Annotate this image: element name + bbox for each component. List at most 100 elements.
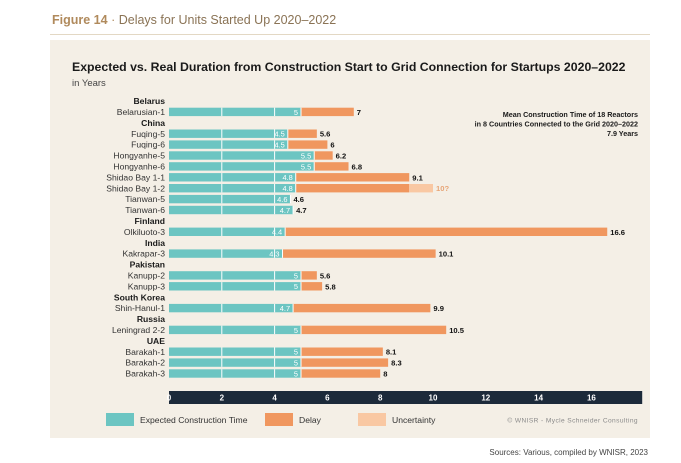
expected-bar [169,151,315,160]
unit-label: Hongyanhe-5 [113,151,165,161]
expected-bar [169,173,296,182]
legend-swatch-delay [265,413,293,426]
delay-bar [295,184,410,193]
mean-annotation-line: in 8 Countries Connected to the Grid 202… [475,120,638,129]
country-heading: China [141,118,165,128]
figure-caption: Delays for Units Started Up 2020–2022 [118,13,337,27]
unit-label: Shidao Bay 1-1 [106,172,165,182]
total-value-label: 10? [436,184,449,193]
total-value-label: 6.2 [336,152,347,161]
expected-value-label: 5 [294,282,298,291]
expected-bar [169,129,288,138]
unit-label: Shidao Bay 1-2 [106,183,165,193]
delay-bar [314,162,349,171]
x-tick-label: 2 [220,394,225,403]
legend-label-delay: Delay [299,415,322,425]
total-value-label: 5.6 [320,130,331,139]
expected-bar [169,358,301,367]
total-value-label: 6.8 [352,162,363,171]
figure-separator: · [111,13,116,27]
x-tick-label: 0 [167,394,172,403]
expected-value-label: 5.5 [301,151,311,160]
delay-bar [293,303,431,313]
total-value-label: 16.6 [610,228,625,237]
delay-bar [301,107,354,117]
source-note: Sources: Various, compiled by WNISR, 202… [489,448,648,457]
total-value-label: 9.9 [433,304,444,313]
unit-label: Tianwan-6 [125,205,165,215]
mean-annotation-line: Mean Construction Time of 18 Reactors [503,110,638,119]
expected-value-label: 5 [294,348,298,357]
expected-bar [169,303,294,313]
total-value-label: 10.1 [439,250,455,259]
expected-bar [169,369,301,378]
expected-value-label: 4.7 [280,304,290,313]
expected-bar [169,325,301,335]
expected-bar [169,227,286,236]
expected-value-label: 5 [294,271,298,280]
expected-value-label: 4.7 [280,206,290,215]
unit-label: Kanupp-3 [128,281,165,291]
expected-bar [169,194,291,204]
delay-bar [287,129,317,138]
delay-bar [301,347,383,356]
expected-value-label: 5 [294,369,298,378]
delay-bar [301,271,317,280]
total-value-label: 8.3 [391,359,402,368]
delay-bar [287,140,328,149]
credit-text: © WNISR - Mycle Schneider Consulting [507,417,638,425]
total-value-label: 4.7 [296,206,307,215]
chart-title: Expected vs. Real Duration from Construc… [72,60,626,74]
expected-bar [169,205,294,215]
delay-bar [301,358,389,367]
expected-bar [169,162,315,171]
chart-subtitle: in Years [72,78,106,89]
total-value-label: 9.1 [412,173,423,182]
expected-value-label: 4.8 [282,184,292,193]
unit-label: Tianwan-5 [125,194,165,204]
unit-label: Belarusian-1 [117,107,165,117]
mean-annotation-line: 7.9 Years [607,129,638,138]
country-heading: India [145,238,165,248]
delay-bar [301,369,381,378]
total-value-label: 7 [357,108,361,117]
x-tick-label: 14 [534,394,543,403]
unit-label: Barakah-1 [125,347,165,357]
delay-bar [301,325,447,335]
country-heading: Pakistan [130,260,165,270]
unit-label: Shin-Hanul-1 [115,303,165,313]
legend-swatch-expected [106,413,134,426]
unit-label: Barakah-2 [125,358,165,368]
expected-value-label: 4.8 [282,173,292,182]
expected-value-label: 4.6 [277,195,287,204]
unit-label: Barakah-3 [125,369,165,379]
country-heading: Belarus [133,96,165,106]
country-heading: South Korea [114,292,165,302]
unit-label: Kakrapar-3 [122,249,165,259]
legend-label-uncertainty: Uncertainty [392,415,436,425]
expected-bar [169,271,301,280]
expected-bar [169,184,296,193]
unit-label: Kanupp-2 [128,271,165,281]
expected-value-label: 4.5 [275,130,285,139]
expected-value-label: 4.5 [275,141,285,150]
header-divider [50,34,650,35]
total-value-label: 5.6 [320,271,331,280]
unit-label: Fuqing-6 [131,140,165,150]
expected-value-label: 5 [294,326,298,335]
delay-bar [301,282,323,291]
figure-number: Figure 14 [52,13,108,27]
total-value-label: 5.8 [325,282,336,291]
total-value-label: 8 [383,370,387,379]
unit-label: Leningrad 2-2 [112,325,165,335]
delay-bar [285,227,608,236]
expected-bar [169,282,301,291]
total-value-label: 8.1 [386,348,397,357]
total-value-label: 6 [330,141,334,150]
delay-bar [282,249,436,258]
x-tick-label: 12 [481,394,490,403]
total-value-label: 10.5 [449,326,465,335]
x-tick-label: 10 [429,394,438,403]
expected-value-label: 4.4 [272,228,282,237]
